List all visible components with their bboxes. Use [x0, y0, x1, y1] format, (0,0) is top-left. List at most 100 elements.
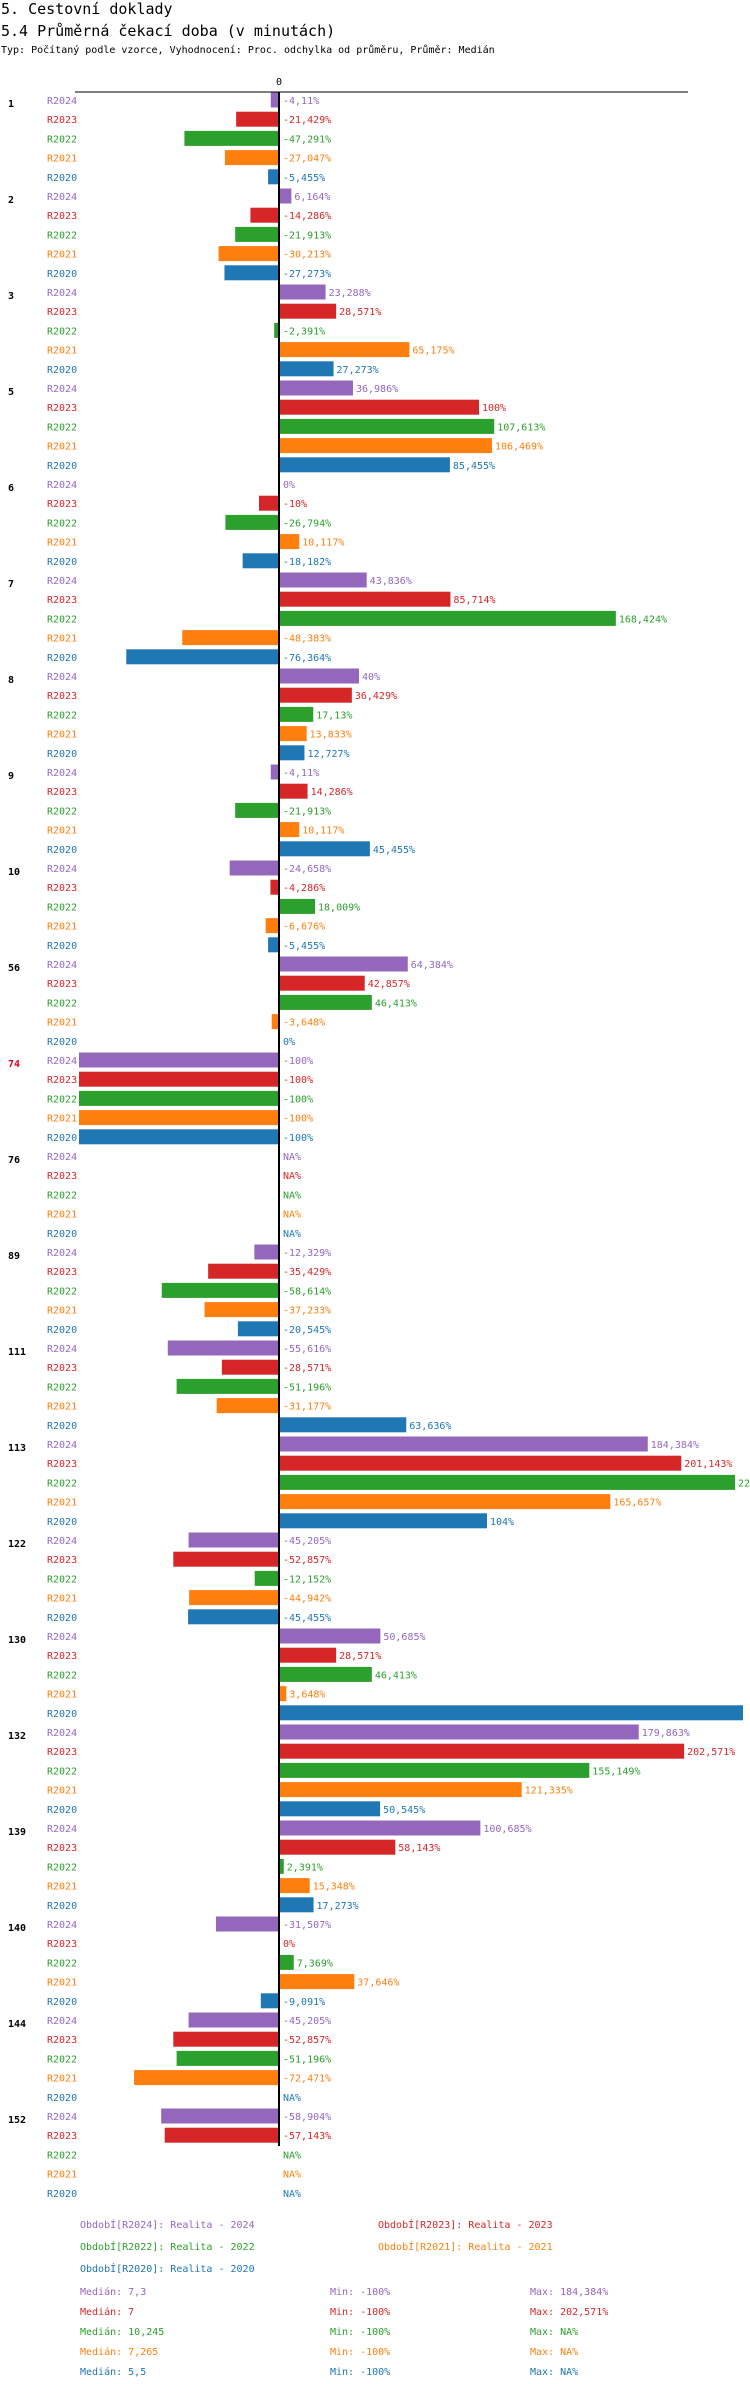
- value-label: 36,429%: [355, 691, 397, 702]
- value-label: 42,857%: [368, 979, 410, 990]
- bar-8-R2022: [279, 706, 314, 722]
- bar-8-R2024: [279, 668, 359, 684]
- bar-111-R2020: [279, 1417, 407, 1433]
- series-label: R2023: [47, 1363, 77, 1374]
- value-label: 46,413%: [375, 1670, 417, 1681]
- bar-122-R2022: [254, 1570, 279, 1586]
- value-label: -4,11%: [283, 768, 319, 779]
- bar-139-R2021: [279, 1878, 310, 1894]
- bar-152-R2024: [161, 2108, 279, 2124]
- bar-7-R2021: [182, 630, 279, 646]
- series-label: R2023: [47, 115, 77, 126]
- bar-89-R2020: [237, 1321, 279, 1337]
- bar-144-R2022: [176, 2050, 279, 2066]
- value-label: NA%: [283, 1210, 301, 1221]
- bar-7-R2022: [279, 610, 616, 626]
- bar-56-R2024: [279, 956, 408, 972]
- bar-113-R2023: [279, 1455, 682, 1471]
- series-label: R2023: [47, 1075, 77, 1086]
- value-label: -18,182%: [283, 557, 331, 568]
- bar-8-R2021: [279, 726, 307, 742]
- bar-74-R2020: [79, 1129, 279, 1145]
- bar-6-R2022: [225, 514, 279, 530]
- legend-item-R2022: ObdobÍ[R2022]: Realita - 2022: [80, 2242, 255, 2253]
- series-label: R2021: [47, 250, 77, 261]
- value-label: 165,657%: [613, 1498, 661, 1509]
- value-label: 36,986%: [356, 384, 398, 395]
- series-label: R2020: [47, 1133, 77, 1144]
- series-label: R2021: [47, 1786, 77, 1797]
- bar-7-R2020: [126, 649, 279, 665]
- series-label: R2020: [47, 1805, 77, 1816]
- max-R2020: Max: NA%: [530, 2367, 579, 2378]
- bar-10-R2021: [265, 918, 279, 934]
- value-label: -44,942%: [283, 1594, 331, 1605]
- series-label: R2023: [47, 403, 77, 414]
- series-label: R2024: [47, 864, 77, 875]
- group-label-56: 56: [8, 963, 20, 974]
- value-label: 27,273%: [337, 365, 379, 376]
- value-label: -72,471%: [283, 2074, 331, 2085]
- series-label: R2021: [47, 1594, 77, 1605]
- median-R2022: Medián: 10,245: [80, 2327, 165, 2338]
- value-label: 0%: [283, 1939, 295, 1950]
- series-label: R2021: [47, 1690, 77, 1701]
- bar-130-R2023: [279, 1647, 337, 1663]
- series-label: R2021: [47, 346, 77, 357]
- value-label: 184,384%: [651, 1440, 699, 1451]
- value-label: -10%: [283, 499, 307, 510]
- bar-9-R2024: [270, 764, 279, 780]
- value-label: -47,291%: [283, 134, 331, 145]
- bar-56-R2022: [279, 994, 372, 1010]
- min-R2022: Min: -100%: [330, 2327, 391, 2338]
- bar-5-R2023: [279, 399, 479, 415]
- value-label: -31,177%: [283, 1402, 331, 1413]
- value-label: -76,364%: [283, 653, 331, 664]
- value-label: NA%: [283, 2170, 301, 2181]
- group-label-74: 74: [8, 1059, 20, 1070]
- bar-3-R2022: [274, 322, 279, 338]
- value-label: 100%: [482, 403, 506, 414]
- bar-113-R2022: [279, 1474, 735, 1490]
- series-label: R2022: [47, 1286, 77, 1297]
- series-label: R2022: [47, 614, 77, 625]
- series-label: R2022: [47, 422, 77, 433]
- bar-7-R2024: [279, 572, 367, 588]
- bar-140-R2020: [260, 1993, 279, 2009]
- series-label: R2020: [47, 173, 77, 184]
- series-label: R2024: [47, 384, 77, 395]
- series-label: R2024: [47, 1824, 77, 1835]
- bar-152-R2023: [164, 2127, 279, 2143]
- bar-10-R2020: [268, 937, 279, 953]
- value-label: 0%: [283, 480, 295, 491]
- group-label-144: 144: [8, 2019, 26, 2030]
- value-label: NA%: [283, 2189, 301, 2200]
- bar-3-R2021: [279, 342, 410, 358]
- max-R2024: Max: 184,384%: [530, 2287, 609, 2298]
- value-label: -2,391%: [283, 326, 325, 337]
- value-label: -100%: [283, 1114, 313, 1125]
- min-R2020: Min: -100%: [330, 2367, 391, 2378]
- series-label: R2020: [47, 1037, 77, 1048]
- bar-140-R2022: [279, 1954, 294, 1970]
- series-label: R2021: [47, 1402, 77, 1413]
- value-label: -3,648%: [283, 1018, 325, 1029]
- bar-144-R2023: [173, 2031, 279, 2047]
- value-label: -5,455%: [283, 941, 325, 952]
- series-label: R2021: [47, 826, 77, 837]
- bar-74-R2024: [79, 1052, 279, 1068]
- bar-3-R2024: [279, 284, 326, 300]
- group-label-5: 5: [8, 387, 14, 398]
- value-label: 85,714%: [453, 595, 495, 606]
- bar-113-R2024: [279, 1436, 648, 1452]
- value-label: 0%: [283, 1037, 295, 1048]
- value-label: 10,117%: [302, 826, 344, 837]
- value-label: 17,273%: [317, 1901, 359, 1912]
- series-label: R2021: [47, 1978, 77, 1989]
- series-label: R2020: [47, 1325, 77, 1336]
- series-label: R2020: [47, 1901, 77, 1912]
- value-label: -27,047%: [283, 154, 331, 165]
- bar-10-R2022: [279, 898, 316, 914]
- bar-140-R2021: [279, 1974, 355, 1990]
- bar-132-R2024: [279, 1724, 639, 1740]
